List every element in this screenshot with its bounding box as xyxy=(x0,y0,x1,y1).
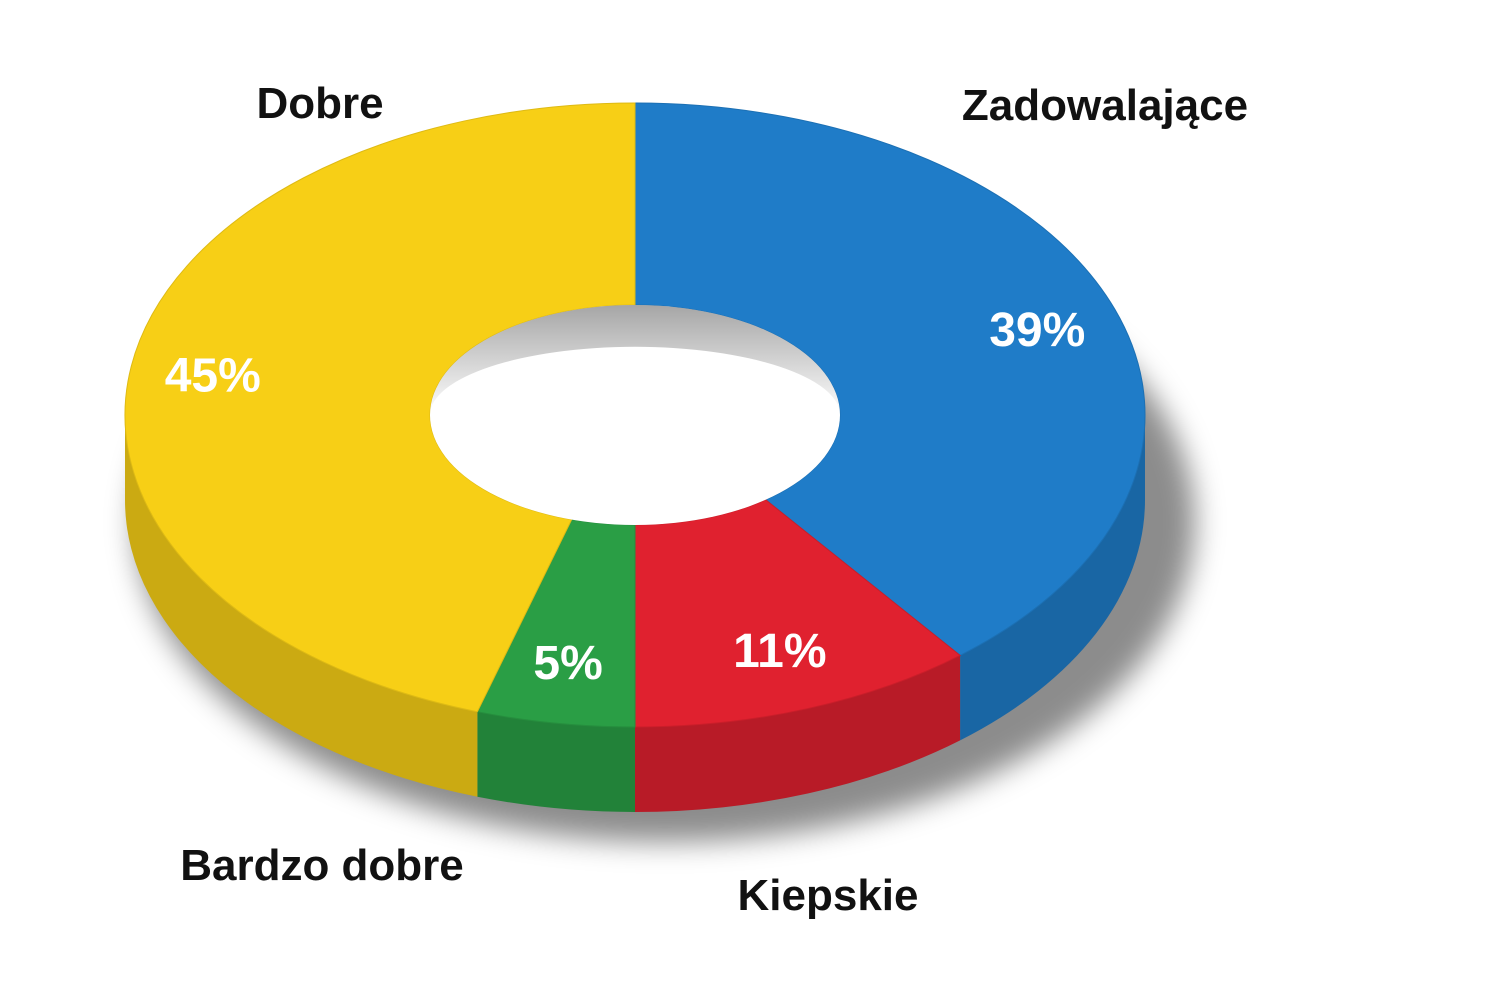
slice-side-bardzo-dobre xyxy=(477,711,635,813)
value-label-zadowalajace: 39% xyxy=(989,304,1085,357)
value-label-kiepskie: 11% xyxy=(733,625,826,678)
slice-dobre xyxy=(124,102,636,713)
category-label-bardzo-dobre: Bardzo dobre xyxy=(180,841,464,890)
category-label-dobre: Dobre xyxy=(256,79,383,128)
value-label-bardzo-dobre: 5% xyxy=(533,637,602,690)
category-label-zadowalajace: Zadowalające xyxy=(962,81,1248,130)
value-label-dobre: 45% xyxy=(165,350,261,403)
category-label-kiepskie: Kiepskie xyxy=(738,871,919,920)
slice-side-kiepskie xyxy=(635,655,961,812)
slice-side-zadowalajace xyxy=(960,415,1145,741)
slice-side-dobre xyxy=(125,415,478,797)
